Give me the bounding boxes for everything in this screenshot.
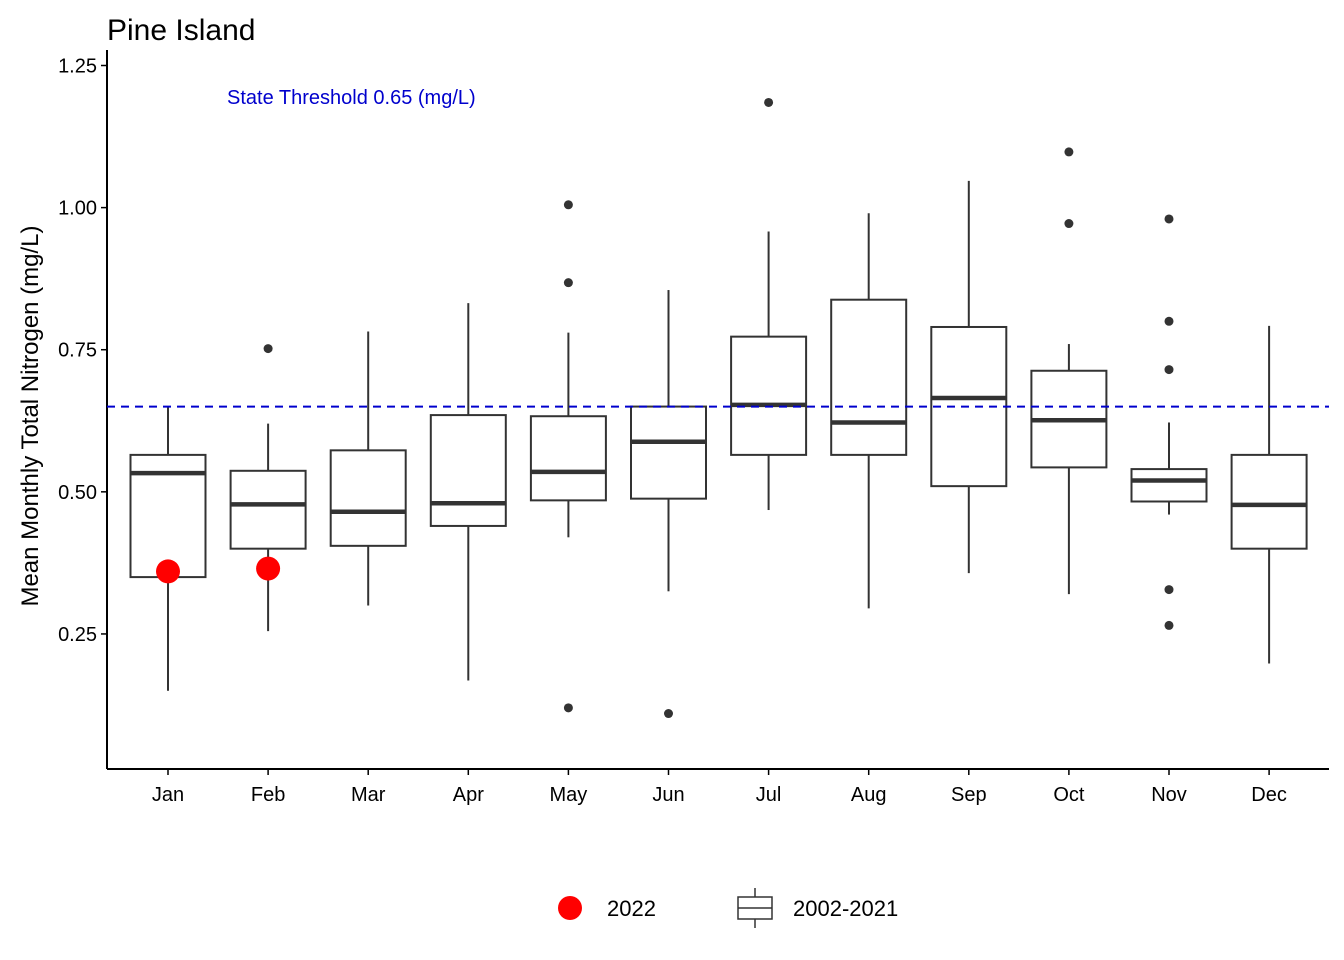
box bbox=[730, 335, 808, 456]
y-tick-label: 1.25 bbox=[58, 56, 97, 78]
x-tick-label: Jun bbox=[652, 784, 684, 806]
outlier-point bbox=[1164, 316, 1174, 326]
outlier-point bbox=[563, 278, 573, 288]
outlier-point bbox=[1164, 214, 1174, 224]
outlier-point bbox=[1064, 147, 1074, 157]
x-tick-label: Dec bbox=[1251, 784, 1287, 806]
chart-title: Pine Island bbox=[107, 14, 255, 47]
boxplot-apr bbox=[429, 303, 507, 681]
box bbox=[529, 415, 607, 502]
x-tick-label: Jan bbox=[152, 784, 184, 806]
boxplot-mar bbox=[329, 331, 407, 606]
boxplot-jun bbox=[630, 290, 707, 719]
x-tick-label: Jul bbox=[756, 784, 782, 806]
boxplot-oct bbox=[1030, 147, 1108, 595]
x-tick-label: Oct bbox=[1053, 784, 1085, 806]
boxplot-may bbox=[529, 200, 607, 713]
x-tick-label: Nov bbox=[1151, 784, 1187, 806]
x-tick-label: May bbox=[550, 784, 588, 806]
point-2022 bbox=[156, 559, 180, 584]
outlier-point bbox=[563, 200, 573, 210]
boxplot-dec bbox=[1230, 325, 1308, 664]
boxplot-jul bbox=[730, 97, 808, 511]
outlier-point bbox=[263, 344, 273, 354]
outlier-point bbox=[1164, 365, 1174, 375]
boxplot-jan bbox=[129, 406, 207, 691]
x-tick-label: Feb bbox=[251, 784, 285, 806]
outlier-point bbox=[1164, 620, 1174, 630]
outlier-point bbox=[563, 703, 573, 713]
box bbox=[1130, 468, 1208, 503]
x-tick-label: Aug bbox=[851, 784, 887, 806]
box bbox=[1230, 453, 1308, 550]
boxplot-nov bbox=[1130, 214, 1208, 630]
x-tick-label: Sep bbox=[951, 784, 987, 806]
x-tick-label: Mar bbox=[351, 784, 386, 806]
boxplot-aug bbox=[830, 213, 908, 609]
box bbox=[630, 405, 707, 500]
y-tick-label: 0.75 bbox=[58, 340, 97, 362]
boxplot-feb bbox=[229, 344, 307, 632]
box bbox=[329, 449, 407, 547]
y-tick-label: 0.50 bbox=[58, 482, 97, 504]
y-tick-label: 1.00 bbox=[58, 198, 97, 220]
boxplot-sep bbox=[930, 180, 1008, 574]
box bbox=[429, 414, 507, 527]
legend-key-2022 bbox=[558, 896, 582, 920]
legend: 2022 2002-2021 bbox=[558, 888, 898, 928]
point-2022 bbox=[256, 556, 281, 581]
outlier-point bbox=[1064, 219, 1074, 229]
y-tick-label: 0.25 bbox=[58, 624, 97, 646]
box bbox=[229, 469, 307, 550]
legend-label-2022: 2022 bbox=[607, 896, 656, 921]
threshold-label: State Threshold 0.65 (mg/L) bbox=[227, 87, 476, 109]
outlier-point bbox=[1164, 585, 1174, 595]
y-axis-title: Mean Monthly Total Nitrogen (mg/L) bbox=[17, 225, 44, 606]
outlier-point bbox=[664, 709, 673, 719]
x-tick-label: Apr bbox=[453, 784, 484, 806]
outlier-point bbox=[764, 97, 774, 107]
plot-area: 0.25 0.50 0.75 1.00 1.25 Jan Feb Mar Apr May Jun Ju… bbox=[58, 50, 1329, 806]
box bbox=[830, 298, 908, 456]
legend-label-2002-2021: 2002-2021 bbox=[793, 896, 898, 921]
